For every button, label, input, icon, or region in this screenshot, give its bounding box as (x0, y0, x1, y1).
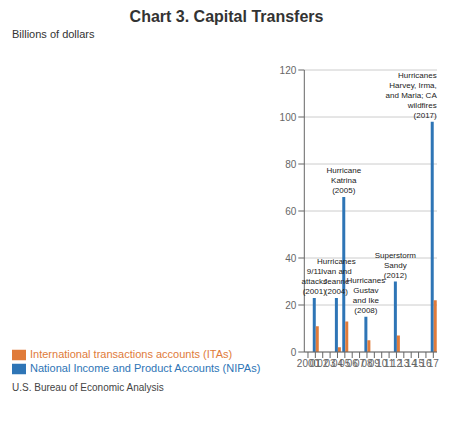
html-text:Billions of dollars: Billions of dollars (12, 28, 95, 40)
svg-text:Hurricane: Hurricane (326, 166, 361, 175)
svg-text:Superstorm: Superstorm (375, 251, 417, 260)
svg-text:09: 09 (368, 358, 380, 370)
svg-text:100: 100 (280, 112, 297, 123)
svg-text:02: 02 (317, 358, 329, 370)
svg-text:120: 120 (280, 65, 297, 76)
svg-text:2000: 2000 (296, 358, 320, 370)
svg-text:10: 10 (376, 358, 388, 370)
svg-text:(2004): (2004) (325, 287, 348, 296)
svg-text:08: 08 (361, 358, 373, 370)
svg-text:Hurricanes: Hurricanes (347, 276, 386, 285)
svg-text:Jeanne: Jeanne (323, 277, 350, 286)
svg-text:14: 14 (405, 358, 417, 370)
svg-text:07: 07 (354, 358, 366, 370)
svg-text:Gustav: Gustav (353, 286, 378, 295)
html-text:International transactions acc: International transactions accounts (ITA… (30, 347, 233, 360)
svg-text:17: 17 (428, 358, 440, 369)
svg-text:Hurricanes: Hurricanes (317, 257, 356, 266)
svg-text:06: 06 (346, 358, 358, 370)
html-text:U.S. Bureau of Economic Analys: U.S. Bureau of Economic Analysis (12, 382, 164, 393)
svg-text:Hurricanes: Hurricanes (398, 71, 437, 80)
svg-text:01: 01 (309, 358, 321, 370)
svg-text:05: 05 (339, 358, 351, 370)
svg-text:and Maria; CA: and Maria; CA (386, 91, 438, 100)
svg-text:12: 12 (390, 358, 402, 370)
svg-text:attacks: attacks (301, 277, 327, 286)
svg-text:(2005): (2005) (332, 186, 355, 195)
html-text:Chart 3. Capital Transfers: Chart 3. Capital Transfers (129, 8, 324, 25)
svg-text:60: 60 (285, 206, 297, 217)
svg-text:and Ike: and Ike (353, 296, 380, 305)
svg-text:Harvey, Irma,: Harvey, Irma, (389, 81, 436, 90)
svg-text:9/11: 9/11 (307, 267, 323, 276)
svg-text:Ivan and: Ivan and (321, 267, 352, 276)
svg-text:Sandy: Sandy (384, 261, 407, 270)
svg-text:20: 20 (285, 300, 297, 311)
svg-text:(2001): (2001) (303, 287, 326, 296)
svg-text:16: 16 (420, 358, 432, 370)
svg-text:04: 04 (331, 358, 343, 370)
svg-text:(2017): (2017) (414, 111, 437, 120)
svg-text:wildfires: wildfires (407, 101, 437, 110)
svg-text:15: 15 (413, 358, 425, 370)
svg-text:Katrina: Katrina (331, 176, 357, 185)
svg-text:11: 11 (383, 358, 395, 370)
svg-text:03: 03 (324, 358, 336, 370)
html-text:National Income and Product Ac: National Income and Product Accounts (NI… (30, 361, 261, 374)
svg-text:(2012): (2012) (384, 271, 407, 280)
svg-text:0: 0 (291, 347, 297, 358)
svg-text:80: 80 (285, 159, 297, 170)
svg-text:(2008): (2008) (354, 306, 377, 315)
svg-text:13: 13 (398, 358, 410, 370)
svg-text:40: 40 (285, 253, 297, 264)
